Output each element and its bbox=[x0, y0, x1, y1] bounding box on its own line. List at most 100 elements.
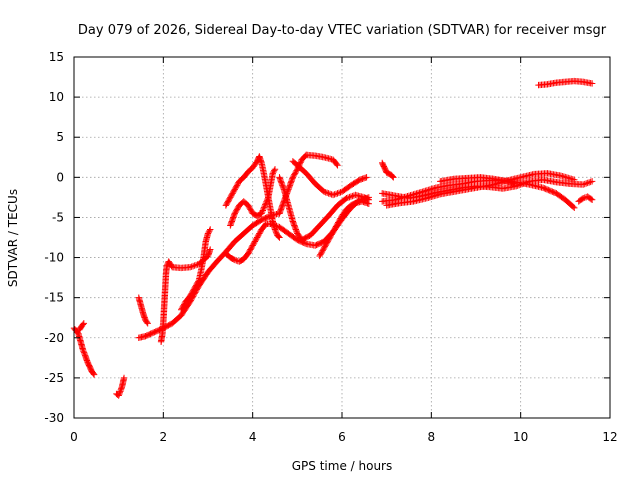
data-point bbox=[585, 179, 593, 186]
data-point bbox=[334, 220, 341, 228]
data-point bbox=[187, 291, 195, 298]
x-tick-label: 2 bbox=[160, 430, 168, 444]
data-point bbox=[547, 187, 555, 195]
data-point bbox=[192, 282, 200, 289]
data-point bbox=[232, 184, 239, 192]
data-point bbox=[263, 197, 271, 204]
data-point bbox=[270, 221, 277, 229]
data-point bbox=[79, 321, 87, 328]
data-point bbox=[550, 189, 557, 196]
data-point bbox=[195, 278, 202, 285]
y-tick-label: 10 bbox=[49, 90, 64, 104]
data-point bbox=[524, 178, 532, 186]
data-point bbox=[231, 186, 238, 193]
data-point bbox=[325, 190, 332, 197]
data-point bbox=[347, 193, 355, 200]
data-point bbox=[254, 232, 262, 240]
data-point bbox=[582, 180, 590, 187]
data-point bbox=[323, 189, 331, 197]
y-tick-label: -10 bbox=[44, 251, 64, 265]
data-point bbox=[262, 200, 270, 207]
data-point bbox=[320, 246, 327, 253]
data-point bbox=[247, 246, 254, 253]
data-point bbox=[259, 207, 267, 214]
y-tick-label: 5 bbox=[56, 130, 64, 144]
data-point bbox=[320, 188, 328, 195]
data-point bbox=[322, 189, 329, 196]
data-point bbox=[330, 227, 338, 234]
data-point bbox=[301, 240, 309, 247]
data-point bbox=[291, 171, 298, 178]
data-point bbox=[180, 302, 187, 309]
data-point bbox=[333, 160, 340, 168]
data-point bbox=[334, 190, 341, 197]
data-point bbox=[249, 242, 256, 249]
data-point bbox=[251, 238, 259, 245]
data-point bbox=[329, 191, 337, 199]
y-tick-label: 0 bbox=[56, 170, 64, 184]
data-point bbox=[227, 192, 235, 200]
y-tick-label: -20 bbox=[44, 331, 64, 345]
data-point bbox=[223, 200, 230, 208]
data-point bbox=[322, 242, 329, 249]
data-point bbox=[80, 348, 87, 355]
y-tick-label: -15 bbox=[44, 291, 64, 305]
data-point bbox=[293, 167, 300, 174]
x-tick-label: 8 bbox=[428, 430, 436, 444]
data-point bbox=[234, 204, 241, 212]
data-point bbox=[90, 371, 98, 378]
data-point bbox=[186, 263, 194, 271]
data-point bbox=[259, 208, 266, 216]
data-point bbox=[588, 80, 596, 87]
data-point bbox=[115, 392, 122, 399]
plot-frame bbox=[73, 56, 611, 419]
data-point bbox=[363, 174, 370, 181]
y-tick-label: -30 bbox=[44, 411, 64, 425]
data-point bbox=[326, 235, 333, 242]
data-point bbox=[389, 173, 396, 180]
data-point bbox=[390, 174, 397, 181]
data-point bbox=[337, 189, 344, 196]
x-tick-label: 4 bbox=[249, 430, 257, 444]
data-point bbox=[514, 182, 521, 189]
data-point bbox=[81, 350, 88, 358]
data-point bbox=[549, 188, 556, 195]
data-point bbox=[191, 284, 198, 292]
data-point bbox=[588, 196, 596, 203]
data-point bbox=[326, 234, 334, 241]
data-point bbox=[271, 167, 278, 174]
data-point bbox=[229, 190, 236, 197]
data-point bbox=[332, 190, 340, 198]
data-point bbox=[542, 185, 549, 193]
data-point bbox=[260, 205, 267, 213]
data-point bbox=[247, 207, 255, 214]
y-tick-label: -25 bbox=[44, 371, 64, 385]
data-point bbox=[256, 230, 263, 237]
data-point bbox=[263, 198, 270, 205]
data-point bbox=[546, 187, 553, 194]
x-tick-label: 6 bbox=[338, 430, 346, 444]
data-point bbox=[207, 226, 214, 233]
data-point bbox=[270, 168, 277, 176]
data-point bbox=[247, 244, 255, 252]
x-tick-label: 10 bbox=[513, 430, 528, 444]
data-point bbox=[178, 306, 185, 313]
data-point bbox=[328, 231, 335, 238]
data-point bbox=[246, 247, 253, 255]
data-point bbox=[272, 229, 280, 236]
data-point bbox=[192, 261, 200, 269]
data-point bbox=[335, 217, 343, 225]
data-point bbox=[255, 231, 262, 239]
data-point bbox=[250, 239, 258, 247]
data-point bbox=[543, 186, 551, 193]
data-point bbox=[545, 186, 552, 194]
data-point bbox=[584, 179, 591, 187]
data-point bbox=[144, 320, 151, 327]
data-point bbox=[335, 219, 342, 226]
data-point bbox=[581, 180, 588, 188]
y-tick-label: 15 bbox=[49, 50, 64, 64]
data-point bbox=[344, 194, 352, 201]
data-point bbox=[260, 204, 268, 211]
data-point bbox=[224, 199, 231, 206]
